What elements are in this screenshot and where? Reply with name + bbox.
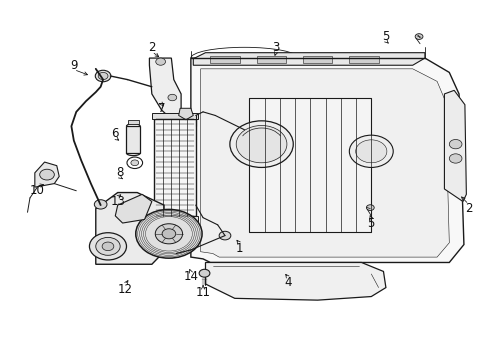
Text: 4: 4 (284, 276, 291, 289)
Bar (152, 216, 197, 222)
Text: 9: 9 (70, 59, 78, 72)
Circle shape (448, 154, 461, 163)
Text: 10: 10 (30, 184, 44, 197)
Circle shape (229, 121, 293, 167)
Bar (210, 56, 239, 63)
Circle shape (95, 70, 111, 82)
Text: 11: 11 (195, 287, 210, 300)
Text: 13: 13 (110, 195, 125, 208)
Text: 2: 2 (148, 41, 155, 54)
Circle shape (199, 269, 209, 277)
Circle shape (156, 58, 165, 65)
Text: 14: 14 (183, 270, 198, 283)
Circle shape (448, 139, 461, 149)
Circle shape (167, 94, 176, 101)
Text: 2: 2 (464, 202, 471, 215)
Text: 1: 1 (235, 242, 243, 255)
Polygon shape (178, 108, 193, 120)
Circle shape (366, 205, 373, 211)
Text: 5: 5 (382, 30, 389, 43)
Polygon shape (205, 262, 385, 300)
Bar (154, 119, 195, 216)
Circle shape (94, 200, 107, 209)
Bar (303, 56, 331, 63)
Polygon shape (200, 69, 448, 257)
Circle shape (414, 34, 422, 40)
Bar (348, 56, 378, 63)
Circle shape (40, 169, 54, 180)
Bar (126, 126, 140, 153)
Text: 6: 6 (111, 127, 119, 140)
Polygon shape (149, 58, 181, 119)
Circle shape (162, 229, 175, 239)
Circle shape (96, 237, 120, 255)
Text: 5: 5 (367, 216, 374, 230)
Circle shape (355, 140, 386, 163)
Polygon shape (193, 53, 424, 65)
Circle shape (348, 135, 392, 167)
Circle shape (236, 126, 286, 163)
Polygon shape (96, 193, 163, 264)
Text: 12: 12 (117, 283, 132, 296)
Circle shape (155, 224, 182, 244)
Text: 7: 7 (158, 102, 165, 115)
Bar (256, 56, 285, 63)
Circle shape (131, 160, 139, 166)
Polygon shape (444, 90, 466, 202)
Polygon shape (115, 194, 152, 223)
Polygon shape (190, 58, 463, 262)
Circle shape (89, 233, 126, 260)
Bar (249, 98, 370, 232)
Polygon shape (35, 162, 59, 187)
Circle shape (98, 72, 108, 80)
Text: 3: 3 (272, 41, 279, 54)
Circle shape (102, 242, 114, 251)
Text: 8: 8 (116, 166, 123, 179)
Circle shape (136, 210, 202, 258)
Bar (152, 113, 197, 119)
Bar (128, 120, 139, 124)
Circle shape (219, 231, 230, 240)
